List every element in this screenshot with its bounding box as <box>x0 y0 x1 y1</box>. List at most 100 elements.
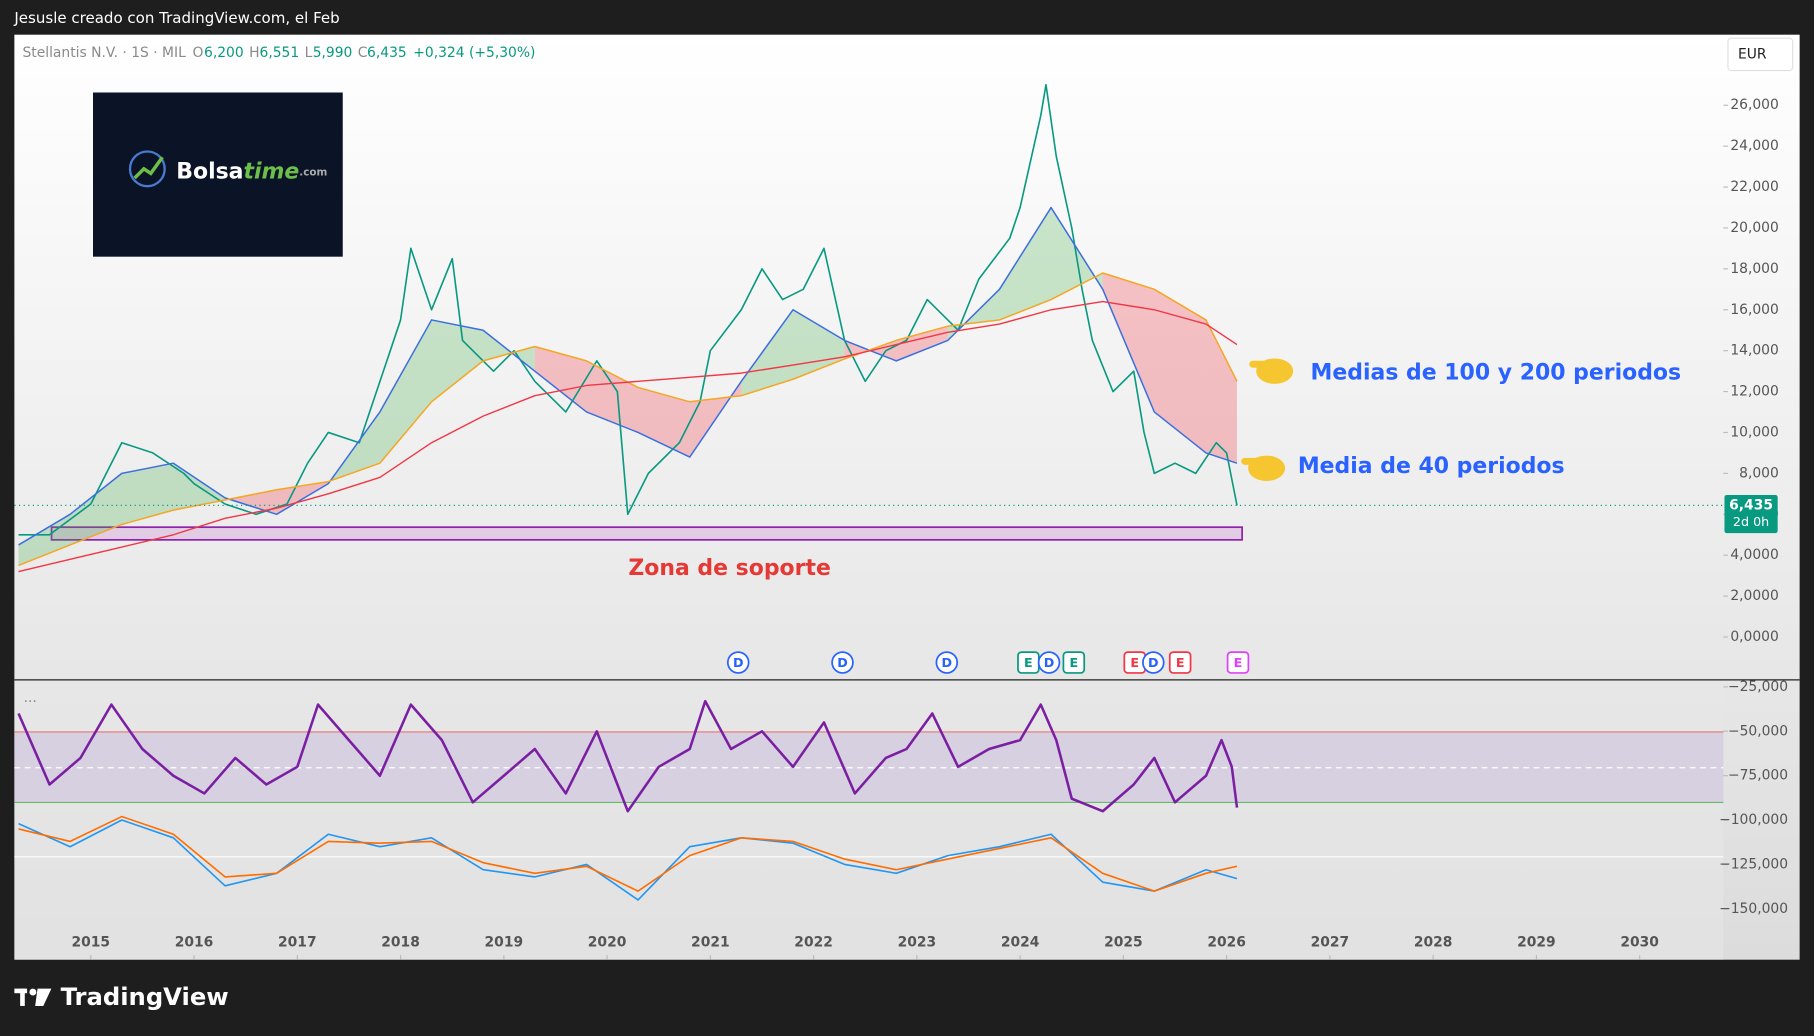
ohlc-value: 6,200 <box>204 45 244 61</box>
ma-ribbon <box>1051 207 1103 300</box>
annotation: Zona de soporte <box>628 556 831 581</box>
series-line <box>17 699 1239 813</box>
change: +0,324 (+5,30%) <box>413 45 535 61</box>
y-tick-label: 16,000 <box>1730 302 1779 318</box>
ma-ribbon <box>741 309 793 396</box>
series-line <box>18 815 1238 892</box>
x-tick-label: 2024 <box>1001 934 1040 950</box>
pointer-hand <box>1241 455 1286 481</box>
countdown: 2d 0h <box>1733 514 1769 529</box>
currency[interactable]: EUR <box>1738 46 1767 62</box>
ma-ribbon <box>999 207 1052 320</box>
y-tick-label: 24,000 <box>1730 138 1779 154</box>
event-marker <box>831 651 854 674</box>
y-tick-label: 12,000 <box>1730 384 1779 400</box>
ma-ribbon <box>225 489 277 515</box>
logo-icon <box>128 150 166 188</box>
x-tick-label: 2019 <box>485 934 524 950</box>
pointer-hand <box>1249 358 1294 384</box>
y-tick-label: 2,0000 <box>1730 588 1779 604</box>
logo-arrow <box>133 156 164 180</box>
y-tick-label: 4,0000 <box>1730 547 1779 563</box>
annotation: Media de 40 periodos <box>1298 454 1565 479</box>
indicator-menu[interactable]: ··· <box>24 694 37 710</box>
y-tick-label: 22,000 <box>1730 179 1779 195</box>
ohlc-value: 6,551 <box>260 45 300 61</box>
event-marker <box>726 651 750 674</box>
ohlc-key: O <box>192 45 203 61</box>
last-price-box <box>1724 494 1778 534</box>
x-tick-label: 2022 <box>794 934 833 950</box>
ma-ribbon <box>586 360 639 433</box>
y-tick-label: 14,000 <box>1730 343 1779 359</box>
x-tick-label: 2016 <box>175 934 214 950</box>
logo-text: Bolsatime.com <box>176 159 327 184</box>
ma-ribbon <box>431 319 484 402</box>
annotation: Medias de 100 y 200 periodos <box>1311 360 1682 385</box>
event-label: E <box>1234 655 1243 670</box>
event-label: D <box>733 655 744 670</box>
event-label: D <box>1044 655 1055 670</box>
event-label: E <box>1130 655 1139 670</box>
ma-ribbon <box>534 346 587 413</box>
ma-ribbon <box>121 463 174 525</box>
y-tick-label: 10,000 <box>1730 424 1779 440</box>
last-price-label: 6,435 <box>1729 497 1773 513</box>
ma-ribbon <box>379 319 432 464</box>
x-tick-label: 2025 <box>1104 934 1143 950</box>
logo-brand: Bolsa <box>176 159 243 184</box>
y-tick-label: 18,000 <box>1730 261 1779 277</box>
event-label: E <box>1069 655 1078 670</box>
support-zone <box>50 526 1243 541</box>
x-tick-label: 2017 <box>278 934 317 950</box>
ohlc-value: 6,435 <box>367 45 407 61</box>
oscillator-pane <box>14 681 1724 960</box>
y-tick-label: 0,0000 <box>1730 629 1779 645</box>
symbol: Stellantis N.V. · 1S · MIL <box>22 45 186 61</box>
event-label: D <box>837 655 848 670</box>
series-line <box>18 300 1238 573</box>
series-line <box>18 819 1238 901</box>
ma-ribbon <box>1154 289 1206 453</box>
y-tick-label: −150,000 <box>1719 901 1788 917</box>
y-tick-label: −75,000 <box>1728 768 1788 784</box>
ma-ribbon <box>70 473 122 545</box>
ma-ribbon <box>792 309 845 380</box>
x-tick-label: 2029 <box>1517 934 1556 950</box>
x-tick-label: 2030 <box>1620 934 1659 950</box>
event-marker <box>1168 651 1192 674</box>
y-tick-label: −125,000 <box>1719 856 1788 872</box>
ma-ribbon <box>1205 319 1237 464</box>
x-tick-label: 2020 <box>588 934 627 950</box>
y-tick-label: −100,000 <box>1719 812 1788 828</box>
event-marker <box>935 651 959 674</box>
ohlc-key: H <box>249 45 259 61</box>
ma-ribbon <box>18 514 71 566</box>
y-tick-label: 8,000 <box>1739 465 1779 481</box>
footer-logo <box>14 988 52 1006</box>
ma-ribbon <box>638 387 690 458</box>
event-marker <box>1226 651 1250 674</box>
currency-button[interactable] <box>1727 37 1794 72</box>
y-tick-label: −25,000 <box>1728 679 1788 695</box>
series-line <box>18 206 1238 546</box>
y-tick-label: 26,000 <box>1730 97 1779 113</box>
event-label: D <box>1148 655 1159 670</box>
event-marker <box>1142 651 1165 674</box>
ohlc-value: 5,990 <box>313 45 353 61</box>
x-tick-label: 2026 <box>1207 934 1246 950</box>
x-tick-label: 2021 <box>691 934 730 950</box>
series-line <box>18 272 1238 567</box>
logo-suffix: .com <box>299 166 327 178</box>
x-tick-label: 2023 <box>898 934 937 950</box>
x-tick-label: 2018 <box>381 934 420 950</box>
logo-box <box>93 92 343 257</box>
y-tick-label: 20,000 <box>1730 220 1779 236</box>
credit: Jesusle creado con TradingView.com, el F… <box>13 9 339 27</box>
event-label: E <box>1176 655 1185 670</box>
x-tick-label: 2027 <box>1311 934 1350 950</box>
x-tick-label: 2028 <box>1414 934 1453 950</box>
event-marker <box>1037 651 1061 674</box>
